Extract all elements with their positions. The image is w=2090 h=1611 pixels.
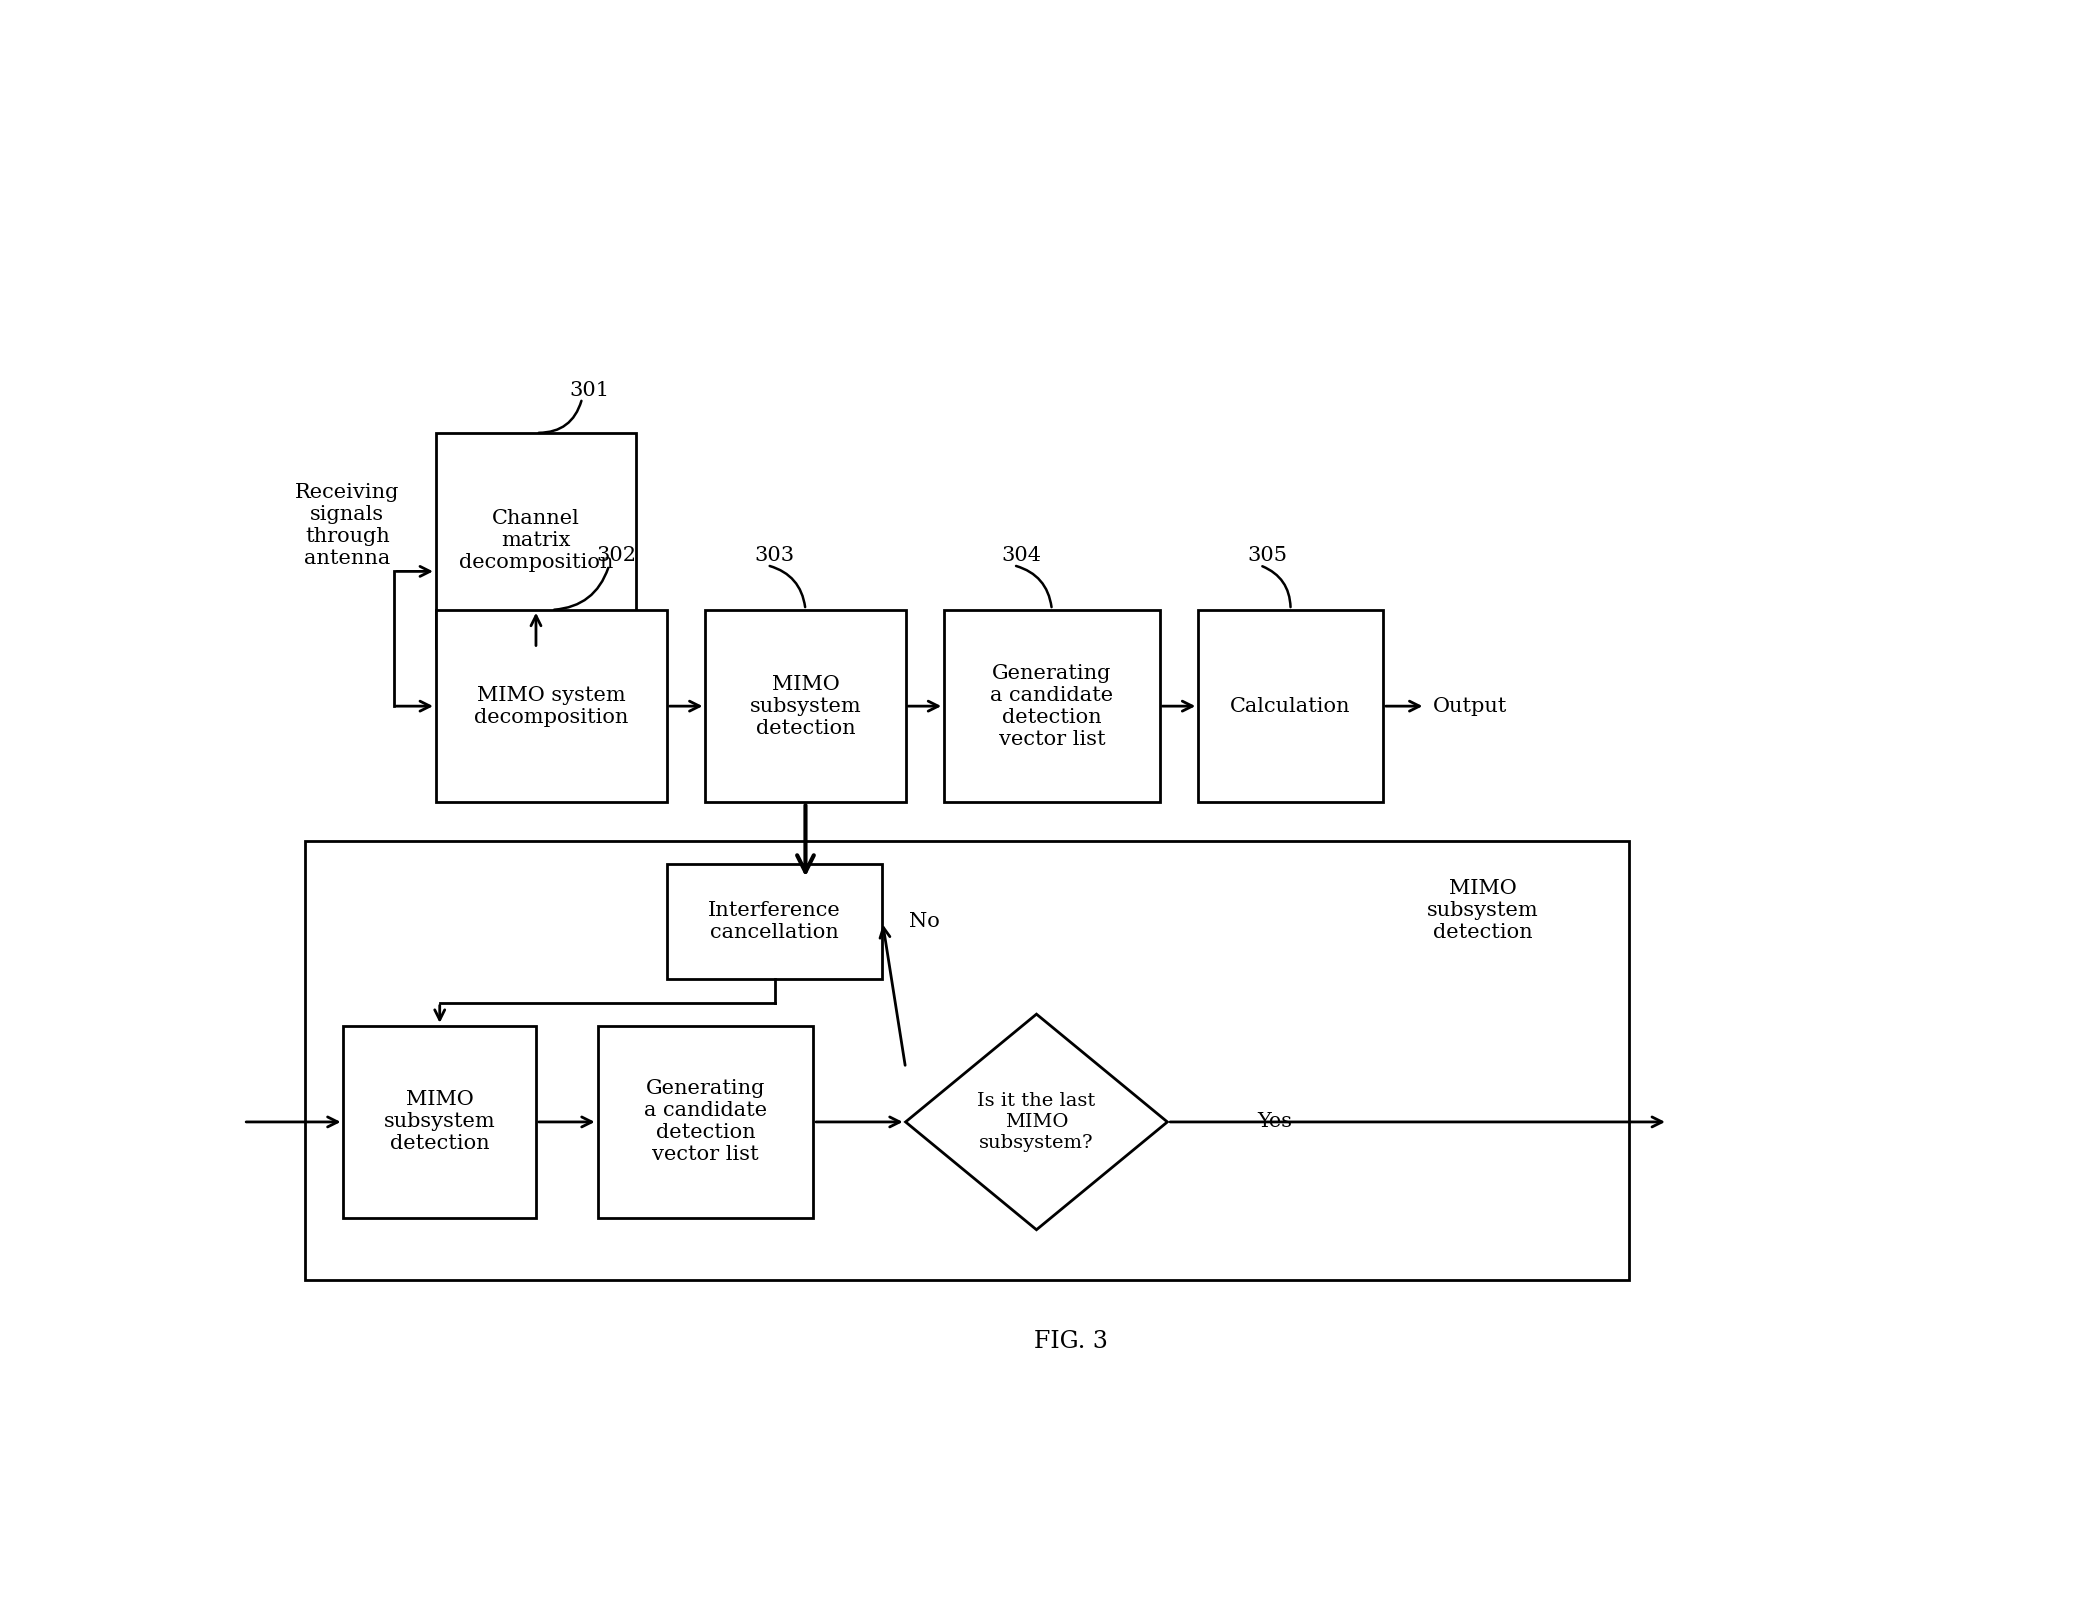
Text: Channel
matrix
decomposition: Channel matrix decomposition xyxy=(460,509,612,572)
Text: FIG. 3: FIG. 3 xyxy=(1035,1331,1108,1353)
Text: Calculation: Calculation xyxy=(1231,696,1350,715)
Bar xyxy=(598,1026,813,1218)
Text: Generating
a candidate
detection
vector list: Generating a candidate detection vector … xyxy=(644,1079,767,1165)
Text: Receiving
signals
through
antenna: Receiving signals through antenna xyxy=(295,483,399,567)
Text: MIMO
subsystem
detection: MIMO subsystem detection xyxy=(750,675,861,738)
Bar xyxy=(945,611,1160,802)
Polygon shape xyxy=(905,1015,1168,1229)
Text: Generating
a candidate
detection
vector list: Generating a candidate detection vector … xyxy=(991,664,1114,749)
Text: MIMO
subsystem
detection: MIMO subsystem detection xyxy=(385,1091,495,1153)
Text: No: No xyxy=(909,912,940,931)
Text: 301: 301 xyxy=(571,380,610,400)
Text: Yes: Yes xyxy=(1258,1113,1294,1131)
Bar xyxy=(667,863,882,979)
Text: MIMO
subsystem
detection: MIMO subsystem detection xyxy=(1427,878,1538,942)
Bar xyxy=(305,841,1630,1279)
Text: MIMO system
decomposition: MIMO system decomposition xyxy=(474,686,629,727)
Bar xyxy=(437,611,667,802)
Bar xyxy=(1198,611,1384,802)
Text: 304: 304 xyxy=(1001,546,1041,565)
Bar xyxy=(343,1026,535,1218)
Text: 302: 302 xyxy=(598,546,637,565)
Bar xyxy=(437,433,635,648)
Text: Output: Output xyxy=(1434,696,1507,715)
Text: Interference
cancellation: Interference cancellation xyxy=(709,901,840,942)
Text: 305: 305 xyxy=(1248,546,1287,565)
Text: Is it the last
MIMO
subsystem?: Is it the last MIMO subsystem? xyxy=(978,1092,1095,1152)
Bar xyxy=(706,611,905,802)
Text: 303: 303 xyxy=(754,546,794,565)
